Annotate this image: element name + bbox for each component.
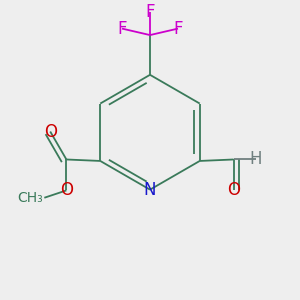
- Text: H: H: [249, 151, 262, 169]
- Text: CH₃: CH₃: [17, 191, 43, 205]
- Text: O: O: [227, 182, 240, 200]
- Text: N: N: [144, 181, 156, 199]
- Text: F: F: [173, 20, 183, 38]
- Text: F: F: [117, 20, 127, 38]
- Text: F: F: [145, 3, 155, 21]
- Text: O: O: [44, 122, 57, 140]
- Text: O: O: [60, 182, 73, 200]
